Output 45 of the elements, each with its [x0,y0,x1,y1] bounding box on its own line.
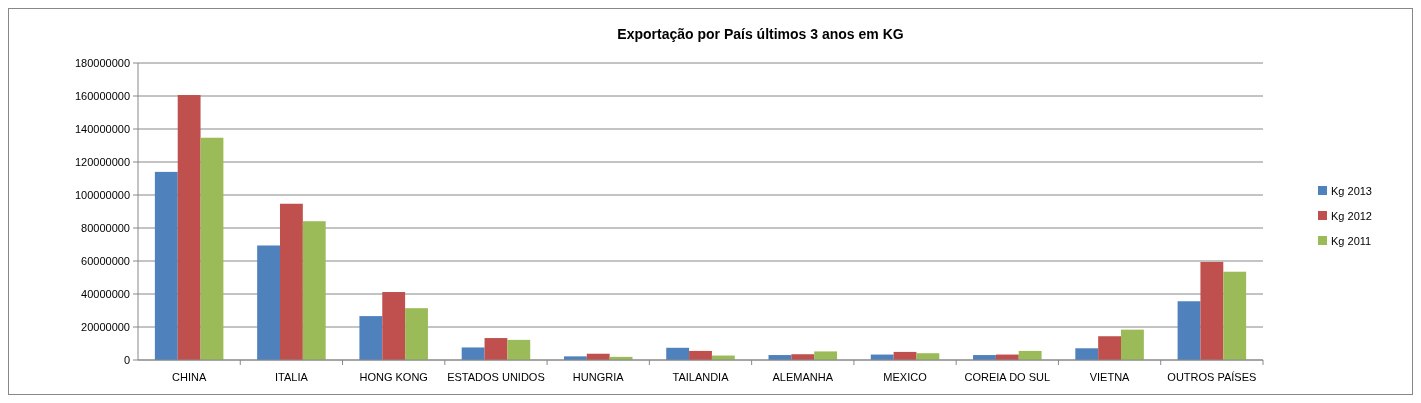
bar [257,245,280,360]
bar [405,308,428,360]
bar [177,95,201,360]
chart-title: Exportação por País últimos 3 anos em KG [617,26,904,42]
bar [382,292,406,360]
bar [279,203,303,360]
bar [200,137,224,360]
bar [507,339,531,360]
x-tick-label: ESTADOS UNIDOS [447,371,545,383]
x-tick-label: TAILANDIA [672,371,730,383]
bar [1098,336,1122,360]
bar [666,347,690,360]
y-tick-label: 180000000 [74,56,130,69]
y-tick-label: 100000000 [74,188,130,201]
y-tick-label: 120000000 [74,155,130,168]
x-tick-label: OUTROS PAÍSES [1167,371,1257,383]
bar [1177,301,1201,360]
x-tick-label: ITALIA [275,371,309,383]
x-tick-label: HONG KONG [359,371,428,383]
legend-label: Kg 2012 [1331,209,1372,222]
y-tick-label: 40000000 [81,287,130,300]
bar [1200,261,1224,360]
bar [461,347,485,360]
x-tick-label: ALEMANHA [772,371,834,383]
x-tick-label: COREIA DO SUL [964,371,1051,383]
bar [154,171,178,360]
legend-label: Kg 2011 [1331,234,1372,247]
bar [1121,329,1144,360]
x-tick-label: HUNGRIA [572,371,625,383]
y-tick-label: 140000000 [74,122,130,135]
bar [484,338,508,360]
x-tick-label: MEXICO [883,371,928,383]
y-tick-label: 80000000 [81,221,130,234]
bar [359,316,383,360]
x-tick-label: VIETNA [1089,371,1131,383]
bar [1075,348,1099,360]
y-tick-label: 0 [123,353,130,366]
y-tick-label: 60000000 [81,254,130,267]
x-tick-label: CHINA [172,371,207,383]
legend-label: Kg 2013 [1331,184,1372,197]
bar [1223,271,1247,360]
bar [814,351,838,360]
y-tick-label: 20000000 [81,320,130,333]
bar [302,221,326,360]
y-tick-label: 160000000 [74,89,130,102]
